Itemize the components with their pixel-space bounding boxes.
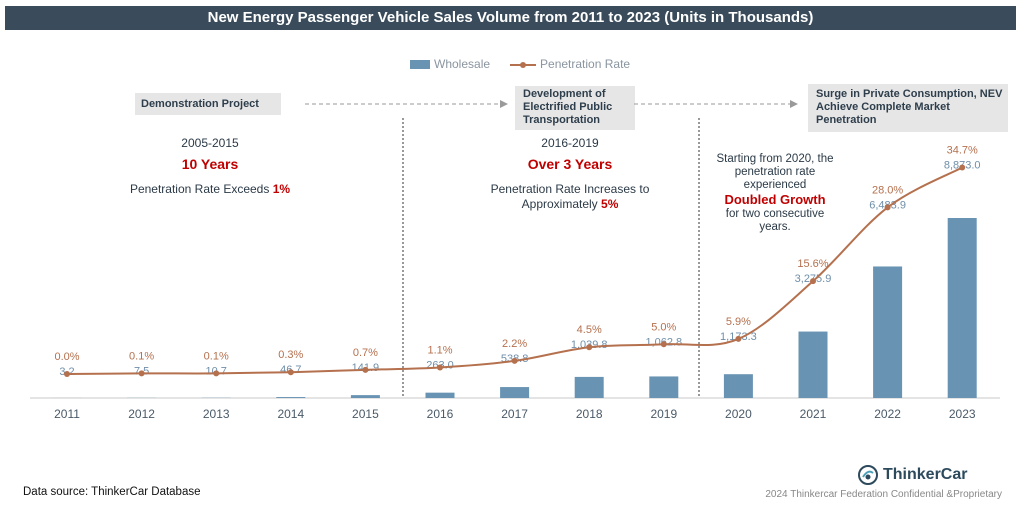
logo: ThinkerCar	[858, 465, 967, 485]
phase-2-note: Penetration Rate Increases to Approximat…	[480, 182, 660, 212]
line-swatch-icon	[510, 61, 537, 68]
phase-1-period: 2005-2015	[181, 136, 239, 150]
x-tick-2014: 2014	[277, 407, 304, 421]
growth-note-line1: Starting from 2020, the penetration rate…	[716, 153, 834, 191]
point-2014	[287, 369, 294, 376]
phase-2-note-value: 5%	[601, 197, 619, 211]
bar-2021	[798, 331, 828, 398]
point-2013	[213, 370, 220, 377]
x-tick-2020: 2020	[725, 407, 752, 421]
rate-label-2016: 1.1%	[427, 344, 452, 356]
growth-note-line2: for two consecutive years.	[725, 208, 825, 233]
rate-label-2012: 0.1%	[129, 350, 154, 362]
x-tick-2019: 2019	[650, 407, 677, 421]
phase-2-duration: Over 3 Years	[527, 156, 613, 172]
rate-label-2020: 5.9%	[726, 316, 751, 328]
phase-1-note-value: 1%	[272, 182, 291, 196]
bar-2019	[649, 376, 679, 398]
x-tick-2021: 2021	[800, 407, 827, 421]
phase-3-label: Surge in Private Consumption, NEV Achiev…	[816, 88, 1003, 126]
point-2023	[959, 164, 966, 171]
bar-2018	[574, 376, 604, 398]
thinkercar-logo-icon	[858, 465, 878, 485]
legend-item-wholesale: Wholesale	[410, 57, 490, 71]
x-tick-2023: 2023	[949, 407, 976, 421]
arrow-2-head-icon	[790, 100, 798, 108]
x-tick-2022: 2022	[874, 407, 901, 421]
point-2017	[511, 357, 518, 364]
phase-2-note-text: Penetration Rate Increases to Approximat…	[490, 182, 650, 211]
phase-1-box: Demonstration Project	[135, 93, 281, 115]
rate-label-2015: 0.7%	[353, 347, 378, 359]
x-tick-2011: 2011	[54, 407, 80, 421]
point-2018	[586, 344, 593, 351]
legend-item-penetration: Penetration Rate	[510, 57, 630, 71]
logo-name: ThinkerCar	[883, 466, 968, 483]
phase-2-box: Development of Electrified Public Transp…	[515, 86, 635, 130]
point-2022	[884, 204, 891, 211]
legend: Wholesale Penetration Rate	[410, 57, 630, 71]
penetration-points	[64, 164, 966, 377]
arrow-1-head-icon	[500, 100, 508, 108]
phase-2-period: 2016-2019	[541, 136, 599, 150]
bar-2016	[425, 392, 455, 398]
phase-3-box: Surge in Private Consumption, NEV Achiev…	[808, 84, 1008, 132]
phase-1-label: Demonstration Project	[141, 98, 259, 110]
x-tick-labels: 2011 2012 2013 2014 2015 2016 2017 2018 2019 2020…	[54, 407, 976, 421]
bar-series	[52, 218, 977, 398]
x-tick-2016: 2016	[427, 407, 454, 421]
phase-2-label: Development of Electrified Public Transp…	[523, 88, 613, 126]
point-2016	[437, 364, 443, 371]
rate-label-2017: 2.2%	[502, 338, 527, 350]
point-2012	[138, 370, 145, 377]
bar-2014	[276, 397, 306, 398]
x-tick-2018: 2018	[576, 407, 603, 421]
bar-2023	[947, 218, 977, 398]
phase-1-note: Penetration Rate Exceeds 1%	[90, 182, 330, 196]
growth-note-highlight: Doubled Growth	[724, 192, 826, 207]
rate-label-2011: 0.0%	[54, 351, 79, 363]
x-tick-2017: 2017	[501, 407, 528, 421]
legend-label-wholesale: Wholesale	[434, 57, 491, 71]
rate-label-2022: 28.0%	[872, 184, 903, 196]
data-source: Data source: ThinkerCar Database	[23, 486, 201, 498]
point-2021	[810, 278, 816, 285]
rate-label-2023: 34.7%	[947, 145, 978, 157]
point-2011	[64, 371, 70, 377]
rate-label-2013: 0.1%	[204, 350, 229, 362]
phase-1-note-text: Penetration Rate Exceeds	[129, 182, 273, 196]
x-tick-2012: 2012	[128, 407, 155, 421]
phase-1-duration: 10 Years	[181, 156, 239, 172]
bar-2017	[500, 387, 530, 398]
growth-note: Starting from 2020, the penetration rate…	[710, 153, 840, 234]
point-2020	[735, 335, 742, 342]
point-2019	[660, 341, 667, 348]
chart-title: New Energy Passenger Vehicle Sales Volum…	[5, 6, 1016, 30]
legend-label-penetration: Penetration Rate	[540, 57, 631, 71]
rate-label-2019: 5.0%	[651, 321, 676, 333]
bar-swatch-icon	[410, 60, 430, 70]
rate-label-2018: 4.5%	[577, 324, 602, 336]
x-tick-2013: 2013	[203, 407, 230, 421]
bar-2022	[873, 266, 903, 398]
bar-2015	[350, 395, 380, 398]
rate-label-2014: 0.3%	[278, 349, 303, 361]
penetration-labels: 0.0% 0.1% 0.1% 0.3% 0.7% 1.1% 2.2% 4.5% 5.0% 5.9%…	[54, 145, 978, 363]
rate-label-2021: 15.6%	[797, 258, 828, 270]
bar-2020	[723, 374, 753, 398]
x-tick-2015: 2015	[352, 407, 379, 421]
point-2015	[362, 366, 369, 373]
copyright: 2024 Thinkercar Federation Confidential …	[765, 489, 1002, 500]
